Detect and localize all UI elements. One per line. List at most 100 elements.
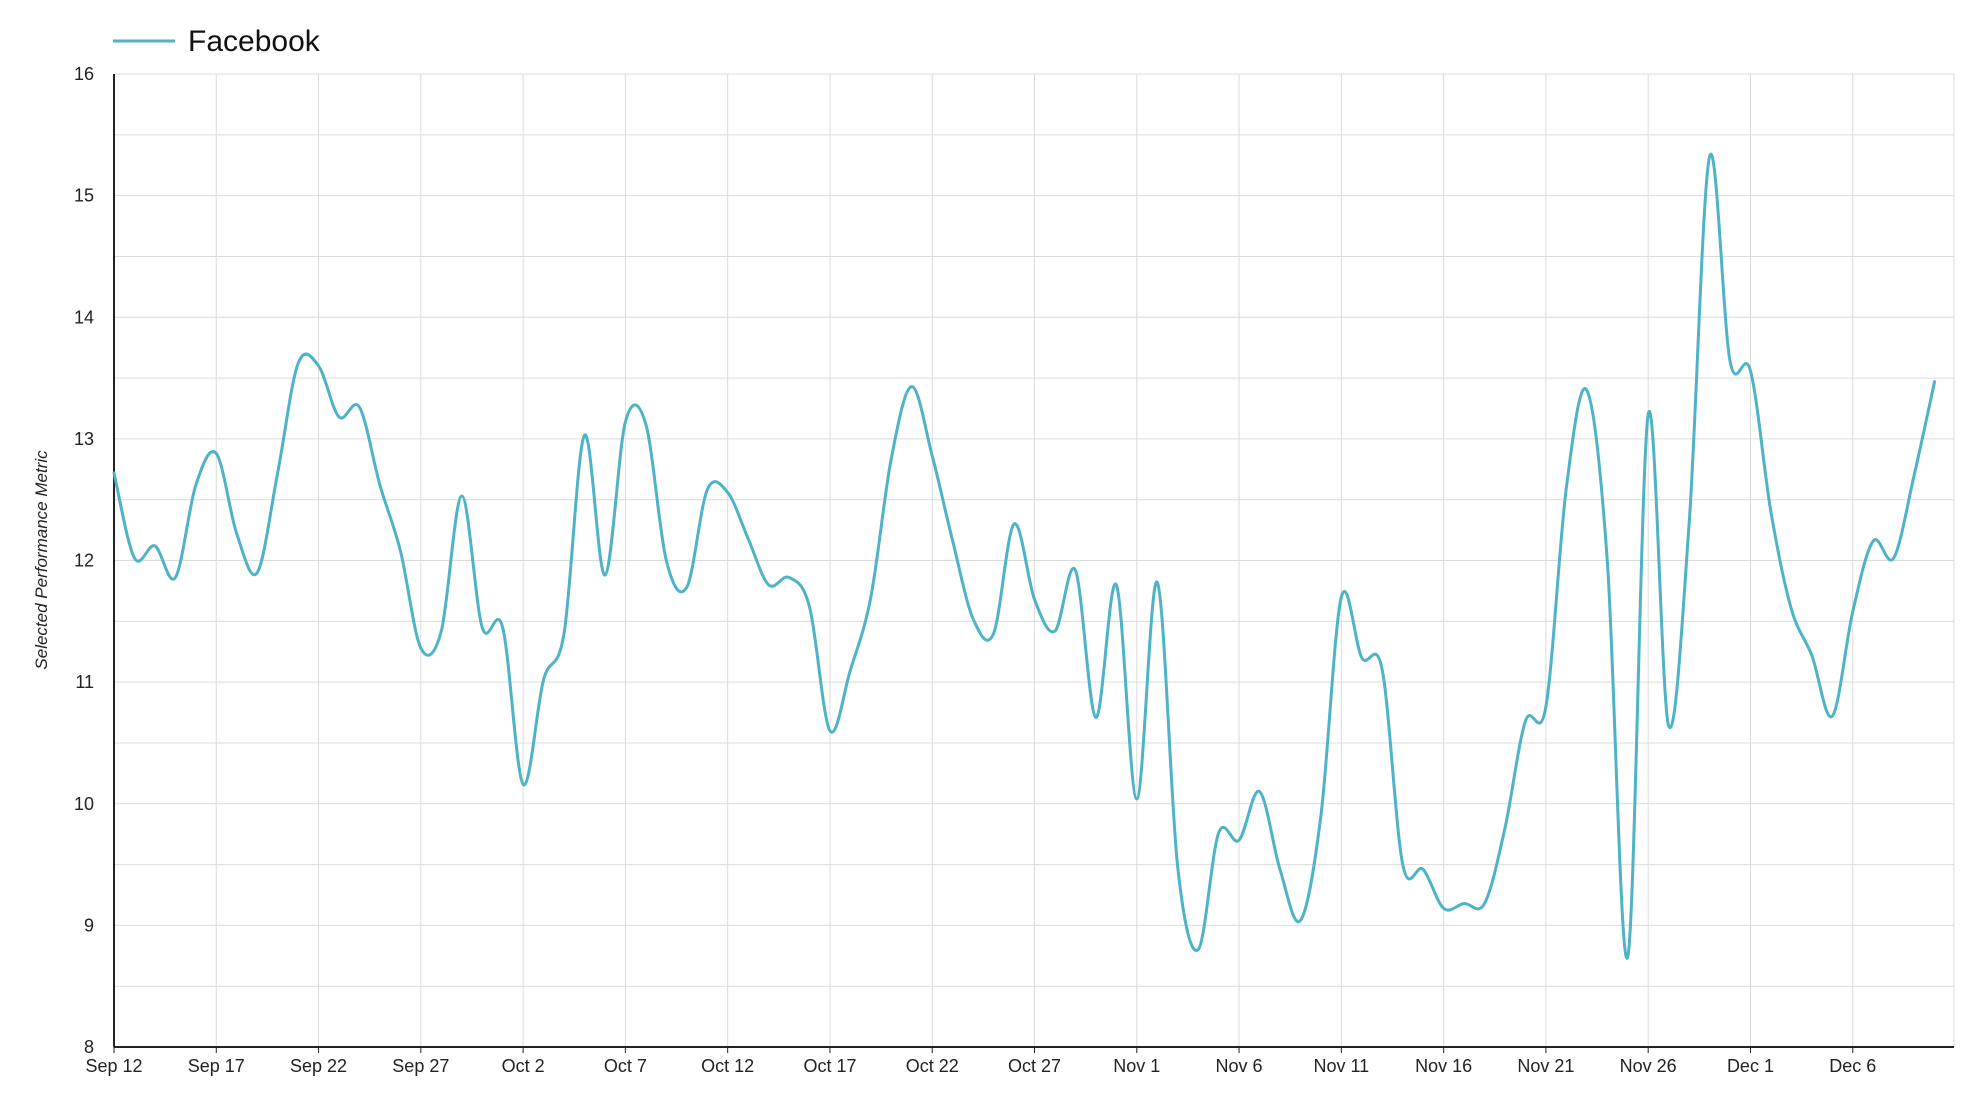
data-point[interactable]: [520, 781, 526, 787]
data-point[interactable]: [1277, 866, 1283, 872]
data-point[interactable]: [459, 493, 465, 499]
y-tick-label: 8: [84, 1037, 94, 1057]
data-point[interactable]: [1666, 723, 1672, 729]
data-point[interactable]: [500, 624, 506, 630]
data-point[interactable]: [1359, 655, 1365, 661]
data-point[interactable]: [1563, 485, 1569, 491]
data-point[interactable]: [1645, 412, 1651, 418]
data-point[interactable]: [1911, 472, 1917, 478]
data-point[interactable]: [1113, 582, 1119, 588]
data-point[interactable]: [1195, 947, 1201, 953]
data-point[interactable]: [725, 489, 731, 495]
data-point[interactable]: [970, 616, 976, 622]
legend[interactable]: Facebook: [113, 25, 321, 58]
data-point[interactable]: [1175, 864, 1181, 870]
data-point[interactable]: [356, 404, 362, 410]
data-point[interactable]: [479, 624, 485, 630]
data-point[interactable]: [1829, 713, 1835, 719]
data-point[interactable]: [1727, 358, 1733, 364]
data-point[interactable]: [316, 363, 322, 369]
data-point[interactable]: [704, 487, 710, 493]
data-point[interactable]: [131, 555, 137, 561]
data-point[interactable]: [1420, 866, 1426, 872]
data-point[interactable]: [1072, 567, 1078, 573]
data-point[interactable]: [1686, 521, 1692, 527]
data-point[interactable]: [950, 538, 956, 544]
data-point[interactable]: [1788, 606, 1794, 612]
data-point[interactable]: [1338, 594, 1344, 600]
data-point[interactable]: [438, 628, 444, 634]
data-point[interactable]: [602, 572, 608, 578]
data-point[interactable]: [1297, 918, 1303, 924]
data-point[interactable]: [1768, 509, 1774, 515]
data-point[interactable]: [541, 677, 547, 683]
data-point[interactable]: [418, 645, 424, 651]
data-point[interactable]: [1032, 596, 1038, 602]
data-point[interactable]: [172, 575, 178, 581]
data-point[interactable]: [868, 594, 874, 600]
data-point[interactable]: [1400, 862, 1406, 868]
data-point[interactable]: [1850, 609, 1856, 615]
series-line-facebook[interactable]: [112, 152, 1937, 960]
data-point[interactable]: [1543, 703, 1549, 709]
data-point[interactable]: [991, 630, 997, 636]
data-point[interactable]: [1257, 789, 1263, 795]
data-point[interactable]: [929, 453, 935, 459]
data-point[interactable]: [745, 536, 751, 542]
data-point[interactable]: [1522, 718, 1528, 724]
data-point[interactable]: [275, 470, 281, 476]
data-point[interactable]: [766, 582, 772, 588]
data-point[interactable]: [1891, 555, 1897, 561]
data-point[interactable]: [1502, 825, 1508, 831]
data-point[interactable]: [193, 482, 199, 488]
data-point[interactable]: [581, 432, 587, 438]
data-point[interactable]: [213, 450, 219, 456]
data-point[interactable]: [1216, 830, 1222, 836]
data-point[interactable]: [684, 584, 690, 590]
data-point[interactable]: [336, 414, 342, 420]
data-point[interactable]: [1932, 379, 1938, 385]
data-point[interactable]: [909, 384, 915, 390]
data-point[interactable]: [111, 470, 117, 476]
data-point[interactable]: [1584, 387, 1590, 393]
data-point[interactable]: [1134, 796, 1140, 802]
data-point[interactable]: [1707, 154, 1713, 160]
x-tick-label: Nov 21: [1517, 1056, 1574, 1076]
data-point[interactable]: [1011, 521, 1017, 527]
data-point[interactable]: [561, 630, 567, 636]
grid-layer: [114, 73, 1955, 1048]
data-point[interactable]: [847, 667, 853, 673]
data-point[interactable]: [1154, 579, 1160, 585]
data-point[interactable]: [254, 570, 260, 576]
data-point[interactable]: [1461, 900, 1467, 906]
data-point[interactable]: [827, 728, 833, 734]
data-point[interactable]: [295, 360, 301, 366]
data-point[interactable]: [1318, 813, 1324, 819]
data-point[interactable]: [1604, 558, 1610, 564]
data-point[interactable]: [1870, 538, 1876, 544]
data-point[interactable]: [1747, 368, 1753, 374]
data-point[interactable]: [1482, 900, 1488, 906]
data-point[interactable]: [1625, 954, 1631, 960]
data-point[interactable]: [1809, 652, 1815, 658]
data-point[interactable]: [152, 543, 158, 549]
data-point[interactable]: [888, 455, 894, 461]
x-tick-label: Nov 1: [1113, 1056, 1160, 1076]
data-point[interactable]: [397, 548, 403, 554]
data-point[interactable]: [234, 531, 240, 537]
data-point[interactable]: [622, 419, 628, 425]
data-point[interactable]: [806, 604, 812, 610]
data-point[interactable]: [377, 482, 383, 488]
data-point[interactable]: [1236, 837, 1242, 843]
data-point[interactable]: [1379, 667, 1385, 673]
data-point[interactable]: [1093, 714, 1099, 720]
data-point[interactable]: [786, 575, 792, 581]
x-tick-label: Nov 26: [1620, 1056, 1677, 1076]
data-point[interactable]: [1441, 905, 1447, 911]
x-tick-label: Oct 12: [701, 1056, 754, 1076]
data-point[interactable]: [663, 558, 669, 564]
y-tick-label: 15: [74, 186, 94, 206]
data-point[interactable]: [643, 421, 649, 427]
data-point[interactable]: [1052, 628, 1058, 634]
